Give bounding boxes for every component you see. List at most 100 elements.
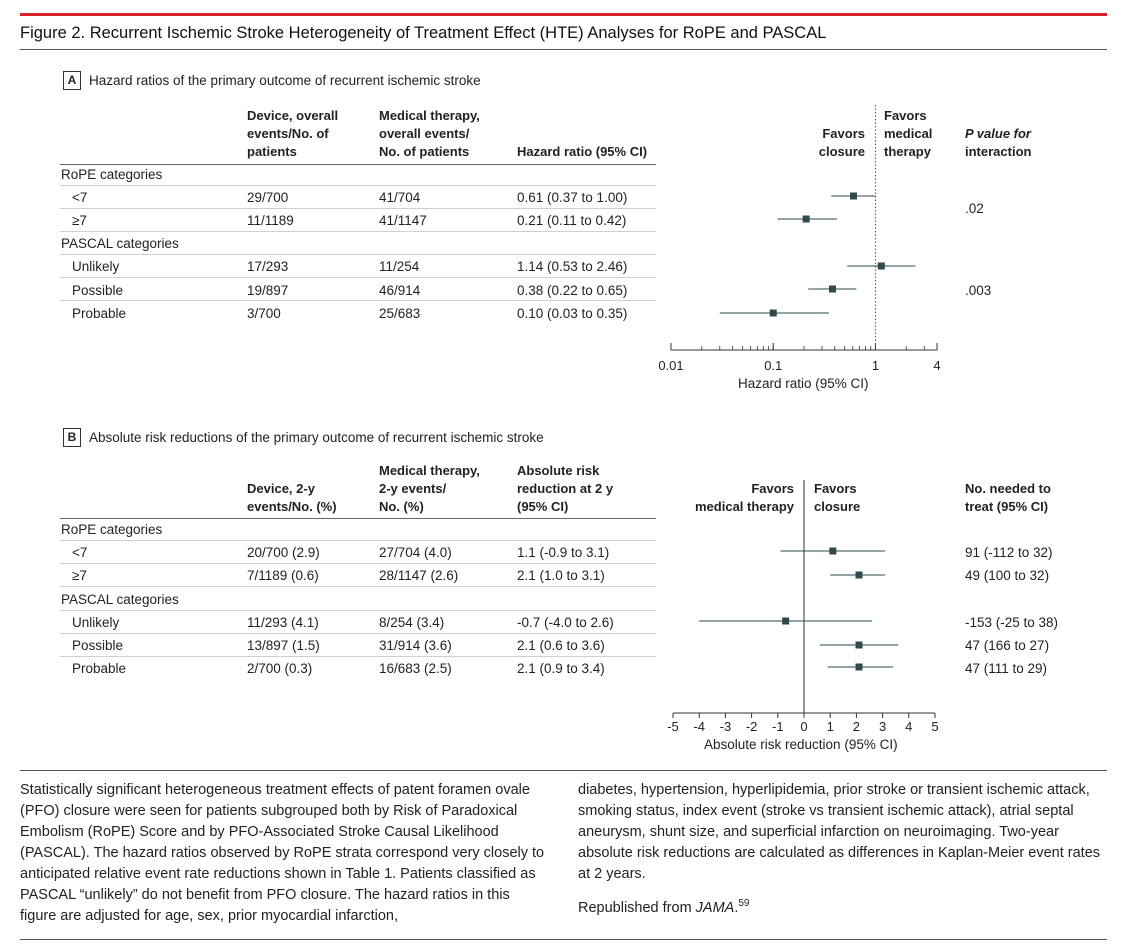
panel-a-x-axis-label: Hazard ratio (95% CI) — [738, 376, 869, 391]
panel-b-row-label: Probable — [72, 661, 127, 676]
panel-a-row-hr: 0.38 (0.22 to 0.65) — [517, 283, 628, 298]
panel-a-header-favors-medical: Favors medical therapy — [884, 108, 933, 159]
republished-note: Republished from JAMA.59 — [578, 898, 750, 916]
panel-b-tick-label: -3 — [720, 719, 732, 734]
panel-b-row-nnt: 47 (111 to 29) — [965, 661, 1048, 676]
panel-b-group-rope: RoPE categories — [61, 522, 163, 537]
panel-b-tick-label: -1 — [772, 719, 784, 734]
panel-a-group-rope: RoPE categories — [61, 167, 163, 182]
panel-b-point — [829, 547, 837, 555]
panel-b-tick-label: -5 — [667, 719, 679, 734]
panel-b-row-label: Possible — [72, 638, 124, 653]
panel-b-row-device: 20/700 (2.9) — [247, 545, 320, 560]
panel-b-tick-label: 2 — [853, 719, 860, 734]
panel-b-tick-label: 5 — [931, 719, 938, 734]
panel-a-p-pascal: .003 — [965, 283, 992, 298]
caption-left: Statistically significant heterogeneous … — [20, 782, 545, 924]
panel-b-header: B Absolute risk reductions of the primar… — [63, 428, 544, 447]
panel-b-tick-label: 1 — [827, 719, 834, 734]
panel-b-header-arr: Absolute risk reduction at 2 y (95% CI) — [517, 463, 614, 514]
panel-a-row-device: 29/700 — [247, 190, 289, 205]
panel-b-row-device: 7/1189 (0.6) — [247, 568, 319, 583]
panel-b-point — [855, 641, 863, 649]
panel-b-letter: B — [63, 428, 81, 447]
row-rule — [60, 656, 656, 657]
panel-a-row-label: Unlikely — [72, 259, 120, 274]
caption-right: diabetes, hypertension, hyperlipidemia, … — [578, 780, 1108, 919]
panel-b-row-arr: -0.7 (-4.0 to 2.6) — [517, 615, 614, 630]
panel-b-row-arr: 2.1 (1.0 to 3.1) — [517, 568, 605, 583]
row-rule — [60, 185, 656, 186]
panel-b-tick-label: 4 — [905, 719, 912, 734]
panel-b-row-label: Unlikely — [72, 615, 120, 630]
panel-a-letter: A — [63, 71, 81, 90]
panel-a-header: A Hazard ratios of the primary outcome o… — [63, 71, 481, 90]
panel-a-header-rule — [60, 164, 656, 165]
panel-a-tick-label: 4 — [933, 358, 940, 373]
panel-a-row-device: 17/293 — [247, 259, 289, 274]
panel-a-row-hr: 0.61 (0.37 to 1.00) — [517, 190, 628, 205]
panel-b-point — [782, 617, 790, 625]
panel-a-header-medical: Medical therapy, overall events/No. of pa… — [379, 108, 480, 159]
panel-a-point — [828, 285, 836, 293]
row-rule — [60, 586, 656, 587]
panel-a-row-medical: 41/704 — [379, 190, 421, 205]
panel-a-header-device: Device, overall events/No. of patients — [247, 108, 339, 159]
panel-b-row-medical: 28/1147 (2.6) — [379, 568, 459, 583]
panel-b-row-label: ≥7 — [72, 568, 87, 583]
panel-b-tick-label: 0 — [800, 719, 807, 734]
panel-b-row-medical: 16/683 (2.5) — [379, 661, 452, 676]
panel-a-row-hr: 0.10 (0.03 to 0.35) — [517, 306, 628, 321]
panel-b-row-nnt: 47 (166 to 27) — [965, 638, 1050, 653]
panel-a-row-device: 11/1189 — [247, 213, 294, 228]
panel-b-row-arr: 2.1 (0.9 to 3.4) — [517, 661, 605, 676]
panel-a-tick-label: 0.01 — [658, 358, 683, 373]
row-rule — [60, 277, 656, 278]
panel-b-point — [855, 571, 863, 579]
panel-a-row-medical: 46/914 — [379, 283, 421, 298]
panel-a-row-device: 3/700 — [247, 306, 281, 321]
row-rule — [60, 633, 656, 634]
panel-a-row-medical: 41/1147 — [379, 213, 427, 228]
panel-a-tick-label: 1 — [872, 358, 879, 373]
panel-a-point — [802, 215, 810, 223]
panel-b-x-axis-label: Absolute risk reduction (95% CI) — [704, 737, 898, 752]
panel-b-row-device: 13/897 (1.5) — [247, 638, 320, 653]
row-rule — [60, 563, 656, 564]
panel-a-point — [877, 262, 885, 270]
panel-b-row-arr: 2.1 (0.6 to 3.6) — [517, 638, 605, 653]
panel-a-row-label: ≥7 — [72, 213, 87, 228]
panel-a-title: Hazard ratios of the primary outcome of … — [89, 73, 481, 88]
row-rule — [60, 610, 656, 611]
panel-b-row-nnt: 91 (-112 to 32) — [965, 545, 1053, 560]
panel-b-header-medical: Medical therapy, 2-y events/No. (%) — [379, 463, 480, 514]
panel-b-header-favors-closure: Favors closure — [814, 481, 861, 514]
panel-b-row-device: 2/700 (0.3) — [247, 661, 313, 676]
panel-b-row-nnt: -153 (-25 to 38) — [965, 615, 1059, 630]
panel-b-row-medical: 27/704 (4.0) — [379, 545, 452, 560]
panel-b-tick-label: -4 — [693, 719, 705, 734]
caption-bottom-rule — [20, 939, 1107, 940]
panel-a-row-label: <7 — [72, 190, 88, 205]
panel-a-point — [769, 309, 777, 317]
panel-b-row-medical: 31/914 (3.6) — [379, 638, 452, 653]
caption-top-rule — [20, 770, 1107, 771]
panel-b-header-rule — [60, 518, 656, 519]
panel-b-title: Absolute risk reductions of the primary … — [89, 430, 544, 445]
panel-b-row-nnt: 49 (100 to 32) — [965, 568, 1050, 583]
panel-a-header-favors-closure: Favors closure — [818, 126, 865, 159]
panel-a-row-hr: 0.21 (0.11 to 0.42) — [517, 213, 627, 228]
panel-b-tick-label: 3 — [879, 719, 886, 734]
panel-a-header-p-value: P value for interaction — [965, 126, 1032, 159]
panel-a-row-label: Probable — [72, 306, 127, 321]
panel-b-point — [855, 663, 863, 671]
row-rule — [60, 540, 656, 541]
title-accent-bar — [20, 13, 1107, 16]
panel-b-row-device: 11/293 (4.1) — [247, 615, 319, 630]
panel-b-row-label: <7 — [72, 545, 88, 560]
panel-b-row-arr: 1.1 (-0.9 to 3.1) — [517, 545, 610, 560]
row-rule — [60, 254, 656, 255]
panel-a-tick-label: 0.1 — [764, 358, 782, 373]
panel-a-row-medical: 11/254 — [379, 259, 420, 274]
